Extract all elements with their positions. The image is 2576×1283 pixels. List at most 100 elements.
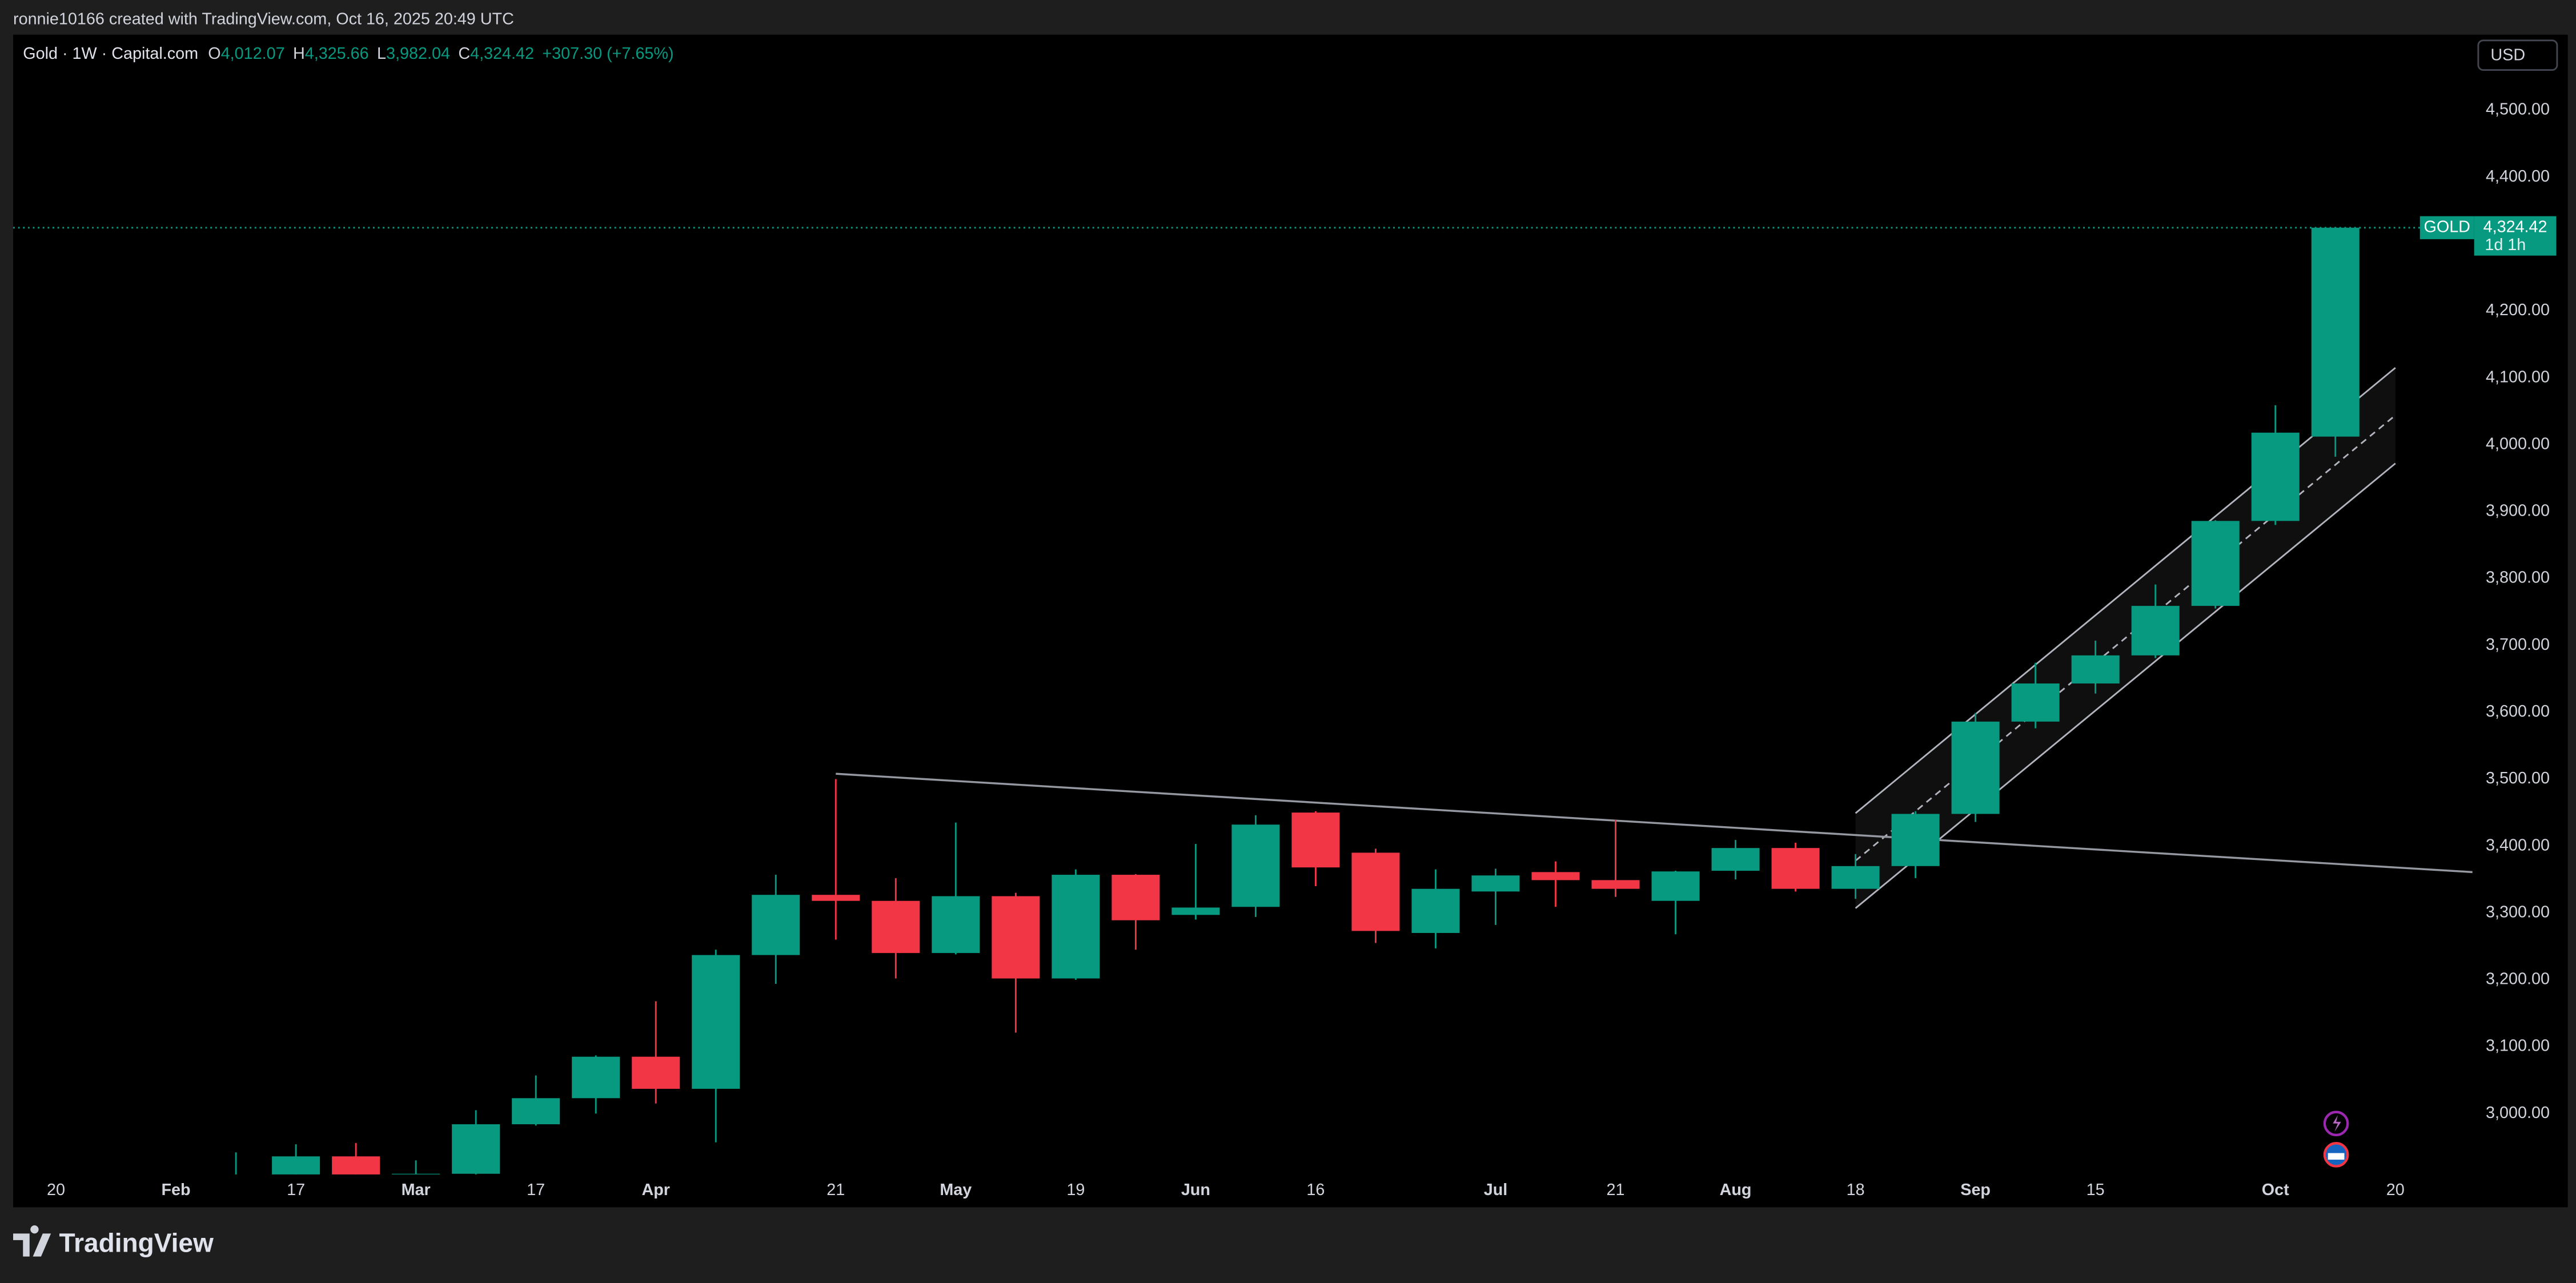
candle-body [392, 1173, 440, 1175]
legend-value: 3,982.04 [386, 45, 450, 63]
candle-body [1291, 813, 1340, 868]
tag-price: 4,324.42 [2483, 218, 2547, 236]
x-tick-label: 17 [527, 1181, 545, 1199]
candle-body [272, 1156, 320, 1175]
page-header: ronnie10166 created with TradingView.com… [13, 10, 514, 28]
y-tick-label: 4,000.00 [2486, 435, 2550, 453]
candle-body [1531, 872, 1580, 880]
currency-label: USD [2490, 46, 2525, 65]
legend-value: 4,325.66 [305, 45, 369, 63]
legend-value: 4,324.42 [470, 45, 534, 63]
x-tick-label: Sep [1960, 1181, 1991, 1199]
candle-body [1771, 848, 1820, 889]
x-tick-label: Mar [402, 1181, 431, 1199]
plot-area [235, 227, 2473, 1175]
candle-body [1052, 875, 1100, 979]
candle-body [2071, 655, 2120, 684]
y-tick-label: 3,800.00 [2486, 569, 2550, 587]
event-icons [2323, 1111, 2349, 1168]
candle-body [332, 1156, 380, 1175]
candle-body [452, 1124, 500, 1174]
y-tick-label: 4,200.00 [2486, 301, 2550, 319]
legend-value: 4,012.07 [221, 45, 285, 63]
candle-body [1112, 875, 1160, 920]
x-tick-label: 15 [2087, 1181, 2105, 1199]
x-tick-label: May [940, 1181, 972, 1199]
y-tick-label: 4,500.00 [2486, 100, 2550, 119]
y-tick-label: 3,700.00 [2486, 636, 2550, 654]
candle-body [1891, 814, 1940, 866]
y-tick-label: 3,200.00 [2486, 970, 2550, 988]
trend-line [836, 773, 2473, 874]
tag-symbol: GOLD [2423, 218, 2470, 236]
candle-body [1651, 871, 1700, 901]
legend-symbol: Gold · 1W · Capital.com [23, 45, 198, 63]
x-tick-label: 20 [2386, 1181, 2405, 1199]
logo-mark [13, 1225, 51, 1257]
candle-body [512, 1098, 560, 1124]
x-tick-label: Jul [1484, 1181, 1508, 1199]
candle-body [692, 955, 740, 1089]
y-tick-label: 3,400.00 [2486, 836, 2550, 854]
x-tick-label: 21 [1607, 1181, 1625, 1199]
candle-body [1171, 907, 1220, 915]
candle-body [2191, 521, 2240, 606]
legend: Gold · 1W · Capital.com O4,012.07 H4,325.6… [23, 45, 673, 63]
candle-body [1351, 852, 1400, 931]
candle-body [992, 896, 1040, 979]
y-tick-label: 4,400.00 [2486, 167, 2550, 186]
candle-body [932, 896, 980, 954]
y-tick-label: 4,100.00 [2486, 368, 2550, 386]
x-tick-label: 19 [1066, 1181, 1085, 1199]
legend-key: O [208, 45, 220, 63]
candle-body [812, 895, 860, 901]
candle-body [872, 900, 920, 954]
flag-stripes [2328, 1153, 2345, 1160]
x-tick-label: Apr [641, 1181, 670, 1199]
candle-body [1831, 866, 1880, 889]
x-tick-label: Oct [2262, 1181, 2289, 1199]
channel-upper [1855, 367, 2396, 814]
candle-body [2311, 227, 2360, 437]
x-tick-label: 16 [1306, 1181, 1325, 1199]
brand-name: TradingView [59, 1228, 214, 1258]
candle-body [1471, 875, 1520, 892]
legend-key: L [377, 45, 386, 63]
candle-body [1591, 880, 1640, 889]
candle-body [2011, 683, 2060, 722]
candle-body [2131, 606, 2180, 655]
tag-symbol-box [2419, 216, 2474, 239]
candle-body [752, 895, 800, 955]
x-tick-label: Aug [1720, 1181, 1752, 1199]
tag-countdown: 1d 1h [2485, 236, 2526, 254]
y-tick-label: 3,000.00 [2486, 1104, 2550, 1122]
y-tick-label: 3,500.00 [2486, 769, 2550, 787]
x-tick-label: 21 [826, 1181, 845, 1199]
candle-body [632, 1056, 680, 1089]
legend-key: H [293, 45, 305, 63]
y-tick-label: 3,300.00 [2486, 903, 2550, 921]
candle-body [1711, 848, 1760, 871]
candle-body [2251, 432, 2300, 521]
channel-middle [1855, 415, 2396, 862]
legend-change: +307.30 (+7.65%) [542, 45, 673, 63]
lightning-glyph [2333, 1115, 2341, 1132]
candle-body [1411, 888, 1460, 933]
x-tick-label: Jun [1181, 1181, 1210, 1199]
candle-body [572, 1056, 620, 1099]
y-tick-label: 3,900.00 [2486, 502, 2550, 520]
candle-body [1231, 825, 1280, 907]
x-tick-label: 17 [287, 1181, 305, 1199]
x-tick-label: 20 [47, 1181, 65, 1199]
candle-body [1951, 721, 2000, 814]
y-tick-label: 3,100.00 [2486, 1037, 2550, 1055]
currency-button[interactable] [2477, 39, 2558, 71]
brand-logo [13, 1225, 51, 1257]
y-tick-label: 3,600.00 [2486, 702, 2550, 721]
legend-key: C [458, 45, 470, 63]
x-tick-label: 18 [1847, 1181, 1865, 1199]
x-tick-label: Feb [161, 1181, 190, 1199]
channel-lower [1855, 462, 2396, 909]
tag-price-box [2474, 216, 2557, 256]
